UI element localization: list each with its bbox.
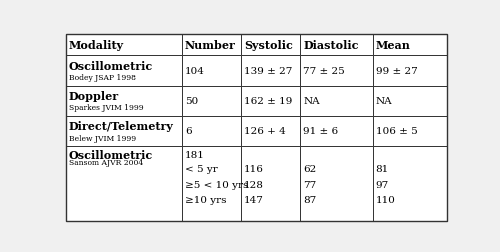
Text: Doppler: Doppler bbox=[68, 90, 119, 102]
Text: Direct/Telemetry: Direct/Telemetry bbox=[68, 120, 174, 132]
Bar bbox=[372, 146, 447, 221]
Bar bbox=[182, 146, 241, 221]
Text: 77: 77 bbox=[303, 181, 316, 190]
Text: 139 ± 27: 139 ± 27 bbox=[244, 67, 292, 76]
Bar bbox=[241, 116, 300, 146]
Text: 162 ± 19: 162 ± 19 bbox=[244, 97, 292, 106]
Text: Diastolic: Diastolic bbox=[303, 40, 358, 51]
Bar bbox=[241, 35, 300, 56]
Text: 6: 6 bbox=[185, 127, 192, 136]
Text: 91 ± 6: 91 ± 6 bbox=[303, 127, 338, 136]
Bar bbox=[372, 86, 447, 116]
Text: NA: NA bbox=[303, 97, 320, 106]
Text: NA: NA bbox=[376, 97, 392, 106]
Text: 99 ± 27: 99 ± 27 bbox=[376, 67, 418, 76]
Text: ≥10 yrs: ≥10 yrs bbox=[185, 196, 226, 204]
Text: 128: 128 bbox=[244, 181, 264, 190]
Text: Sparkes JVIM 1999: Sparkes JVIM 1999 bbox=[68, 104, 144, 112]
Text: 126 + 4: 126 + 4 bbox=[244, 127, 286, 136]
Text: Systolic: Systolic bbox=[244, 40, 293, 51]
Bar bbox=[241, 146, 300, 221]
Text: 147: 147 bbox=[244, 196, 264, 204]
Bar bbox=[372, 35, 447, 56]
Text: Oscillometric: Oscillometric bbox=[68, 60, 153, 71]
Text: 97: 97 bbox=[376, 181, 389, 190]
Bar bbox=[182, 86, 241, 116]
Text: 110: 110 bbox=[376, 196, 396, 204]
Text: Oscillometric: Oscillometric bbox=[68, 149, 153, 160]
Bar bbox=[66, 56, 182, 86]
Bar bbox=[182, 56, 241, 86]
Text: Modality: Modality bbox=[68, 40, 124, 51]
Bar bbox=[241, 56, 300, 86]
Bar bbox=[66, 116, 182, 146]
Bar bbox=[182, 35, 241, 56]
Bar bbox=[241, 86, 300, 116]
Text: 106 ± 5: 106 ± 5 bbox=[376, 127, 418, 136]
Text: < 5 yr: < 5 yr bbox=[185, 164, 218, 173]
Text: 181: 181 bbox=[185, 150, 205, 159]
Text: Mean: Mean bbox=[376, 40, 410, 51]
Bar bbox=[300, 35, 372, 56]
Bar bbox=[300, 86, 372, 116]
Text: Sansom AJVR 2004: Sansom AJVR 2004 bbox=[68, 159, 143, 167]
Bar bbox=[372, 116, 447, 146]
Bar bbox=[66, 35, 182, 56]
Text: Bodey JSAP 1998: Bodey JSAP 1998 bbox=[68, 74, 136, 82]
Bar bbox=[182, 116, 241, 146]
Text: 104: 104 bbox=[185, 67, 205, 76]
Bar bbox=[300, 116, 372, 146]
Bar bbox=[66, 86, 182, 116]
Text: 87: 87 bbox=[303, 196, 316, 204]
Text: Number: Number bbox=[185, 40, 236, 51]
Bar bbox=[300, 146, 372, 221]
Text: 81: 81 bbox=[376, 164, 389, 173]
Text: 50: 50 bbox=[185, 97, 198, 106]
Text: 77 ± 25: 77 ± 25 bbox=[303, 67, 345, 76]
Text: Belew JVIM 1999: Belew JVIM 1999 bbox=[68, 134, 136, 142]
Bar bbox=[372, 56, 447, 86]
Text: 62: 62 bbox=[303, 164, 316, 173]
Text: 116: 116 bbox=[244, 164, 264, 173]
Text: ≥5 < 10 yrs: ≥5 < 10 yrs bbox=[185, 181, 248, 190]
Bar bbox=[66, 146, 182, 221]
Bar bbox=[300, 56, 372, 86]
